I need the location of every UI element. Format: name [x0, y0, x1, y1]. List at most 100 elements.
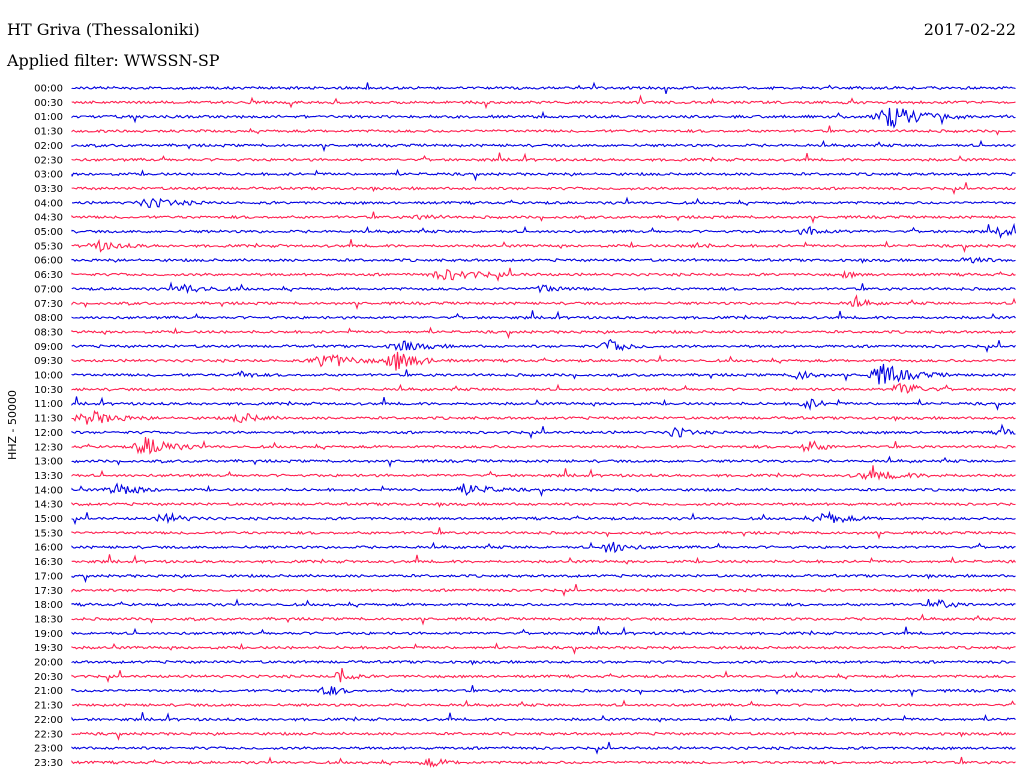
time-tick-label: 09:30 [34, 356, 63, 367]
time-tick-label: 05:00 [34, 227, 63, 238]
time-tick-label: 21:30 [34, 701, 63, 712]
trace-line [71, 409, 1016, 425]
trace-line [71, 338, 1016, 353]
time-tick-label: 01:30 [34, 127, 63, 138]
trace-line [71, 712, 1016, 723]
time-tick-label: 23:00 [34, 744, 63, 755]
time-tick-label: 06:30 [34, 270, 63, 281]
time-tick-label: 02:30 [34, 155, 63, 166]
time-tick-label: 02:00 [34, 141, 63, 152]
trace-line [71, 482, 1016, 498]
time-tick-label: 05:30 [34, 241, 63, 252]
time-tick-label: 23:30 [34, 758, 63, 769]
trace-line [71, 382, 1016, 394]
trace-line [71, 310, 1016, 320]
time-tick-label: 14:00 [34, 485, 63, 496]
trace-line [71, 685, 1016, 698]
time-tick-label: 20:00 [34, 658, 63, 669]
time-tick-label: 19:00 [34, 629, 63, 640]
time-tick-label: 04:00 [34, 198, 63, 209]
time-tick-label: 22:00 [34, 715, 63, 726]
time-tick-label: 08:00 [34, 313, 63, 324]
time-tick-label: 12:00 [34, 428, 63, 439]
trace-line [71, 423, 1016, 440]
time-tick-label: 01:00 [34, 112, 63, 123]
time-tick-label: 00:00 [34, 84, 63, 95]
trace-line [71, 326, 1016, 340]
time-tick-label: 22:30 [34, 729, 63, 740]
time-tick-label: 12:30 [34, 442, 63, 453]
time-tick-label: 06:00 [34, 256, 63, 267]
trace-line [71, 741, 1016, 755]
trace-line [71, 125, 1016, 136]
trace-line [71, 510, 1016, 526]
trace-line [71, 139, 1016, 153]
time-tick-label: 07:00 [34, 284, 63, 295]
time-tick-label: 00:30 [34, 98, 63, 109]
time-tick-label: 20:30 [34, 672, 63, 683]
time-tick-label: 14:30 [34, 500, 63, 511]
trace-line [71, 501, 1016, 508]
trace-line [71, 584, 1016, 597]
trace-line [71, 756, 1016, 768]
time-tick-label: 18:00 [34, 600, 63, 611]
trace-line [71, 699, 1016, 708]
trace-line [71, 527, 1016, 540]
trace-line [71, 363, 1016, 385]
time-tick-label: 03:30 [34, 184, 63, 195]
trace-line [71, 598, 1016, 609]
trace-line [71, 554, 1016, 565]
trace-line [71, 107, 1016, 129]
trace-line [71, 81, 1016, 95]
trace-line [71, 94, 1016, 110]
time-tick-label: 16:30 [34, 557, 63, 568]
filter-label: Applied filter: WWSSN-SP [6, 51, 220, 70]
trace-line [71, 659, 1016, 666]
time-tick-label: 16:00 [34, 543, 63, 554]
trace-line [71, 222, 1017, 239]
time-tick-label: 11:30 [34, 414, 63, 425]
time-tick-label: 15:00 [34, 514, 63, 525]
trace-line [71, 541, 1016, 554]
trace-line [71, 196, 1016, 209]
time-tick-label: 10:30 [34, 385, 63, 396]
trace-line [71, 267, 1016, 282]
time-tick-label: 18:30 [34, 614, 63, 625]
station-title: HT Griva (Thessaloniki) [7, 20, 200, 39]
trace-line [71, 294, 1017, 310]
y-axis-label: HHZ - 50000 [6, 390, 19, 460]
trace-line [71, 465, 1016, 481]
trace-line [71, 437, 1016, 455]
trace-line [71, 351, 1016, 371]
time-tick-label: 04:30 [34, 213, 63, 224]
trace-line [71, 256, 1016, 264]
trace-line [71, 667, 1016, 683]
trace-line [71, 642, 1016, 655]
trace-line [71, 396, 1016, 411]
trace-line [71, 613, 1016, 626]
time-tick-label: 19:30 [34, 643, 63, 654]
trace-line [71, 625, 1016, 636]
trace-line [71, 182, 1016, 196]
time-tick-label: 17:30 [34, 586, 63, 597]
time-tick-label: 07:30 [34, 299, 63, 310]
time-tick-label: 03:00 [34, 170, 63, 181]
time-tick-label: 13:30 [34, 471, 63, 482]
trace-line [71, 281, 1016, 295]
trace-line [71, 573, 1016, 584]
time-tick-label: 17:00 [34, 571, 63, 582]
time-tick-label: 21:00 [34, 686, 63, 697]
trace-line [71, 211, 1016, 224]
trace-line [71, 152, 1016, 163]
time-tick-label: 15:30 [34, 528, 63, 539]
time-tick-label: 09:00 [34, 342, 63, 353]
time-tick-label: 10:00 [34, 371, 63, 382]
trace-line [71, 168, 1016, 182]
time-tick-label: 13:00 [34, 457, 63, 468]
record-date: 2017-02-22 [924, 20, 1016, 39]
trace-line [71, 455, 1016, 468]
trace-rows: 00:00 00:30 01:00 01:30 02:00 02:30 03:00 03:30… [34, 81, 1017, 769]
trace-line [71, 731, 1016, 741]
trace-line [71, 238, 1016, 254]
